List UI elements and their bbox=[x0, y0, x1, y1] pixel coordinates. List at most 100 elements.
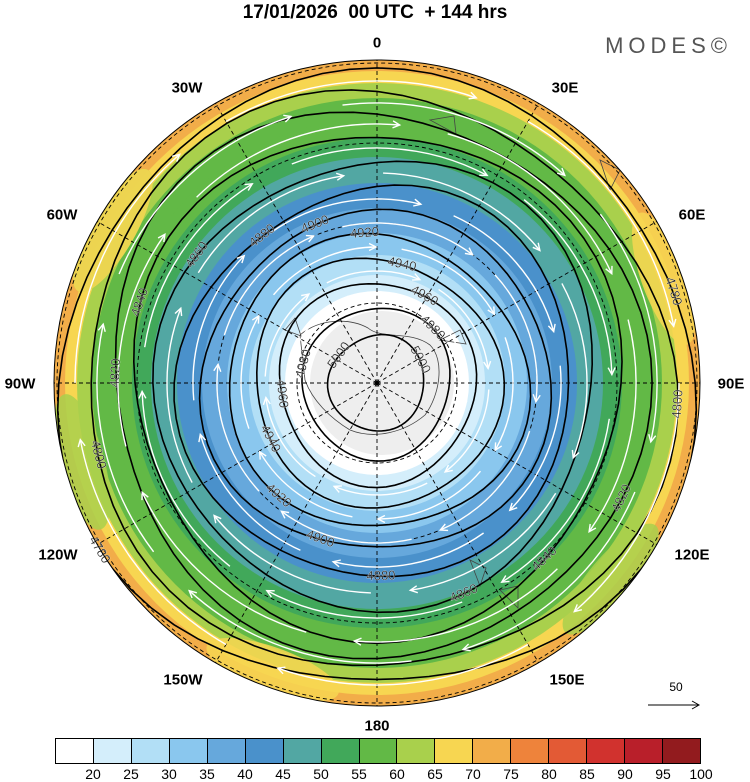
lon-label-120e: 120E bbox=[674, 546, 710, 564]
colorbar-segment bbox=[359, 739, 398, 763]
coastlines bbox=[284, 115, 621, 609]
streamline bbox=[313, 444, 383, 472]
streamline bbox=[117, 233, 166, 447]
colorbar bbox=[55, 738, 701, 764]
streamline-arrow bbox=[468, 91, 478, 100]
streamline-arrow bbox=[198, 432, 207, 443]
meridian bbox=[215, 103, 378, 384]
streamline-arrow bbox=[397, 462, 407, 471]
streamline-arrow bbox=[97, 322, 106, 332]
streamline bbox=[225, 80, 477, 123]
streamline-arrow bbox=[479, 168, 489, 177]
streamline bbox=[383, 172, 541, 251]
map-title: 17/01/2026 00 UTC + 144 hrs bbox=[242, 2, 508, 23]
streamline bbox=[79, 439, 227, 646]
reference-vector-label: 50 bbox=[669, 680, 683, 694]
streamline bbox=[265, 397, 316, 478]
streamline-arrow bbox=[331, 559, 341, 568]
streamline bbox=[401, 248, 495, 315]
streamline bbox=[144, 183, 253, 348]
streamline-arrow bbox=[213, 514, 222, 524]
streamline bbox=[599, 213, 658, 442]
streamline-arrow bbox=[301, 293, 311, 302]
streamline-arrow bbox=[174, 306, 183, 317]
streamline bbox=[272, 246, 377, 296]
colorbar-ticks: 20 25 30 35 40 45 50 55 60 65 70 75 80 85 90 95 100 bbox=[55, 764, 712, 782]
height-contour bbox=[228, 232, 532, 527]
streamline bbox=[197, 175, 344, 274]
modes-logo: MODES© bbox=[605, 33, 732, 58]
streamlines bbox=[74, 80, 680, 686]
height-contour bbox=[301, 307, 451, 462]
colorbar-segment bbox=[207, 739, 246, 763]
colorbar-tick-label: 50 bbox=[313, 766, 329, 782]
streamline-arrow bbox=[547, 323, 556, 334]
streamline bbox=[216, 364, 260, 492]
coastline bbox=[469, 559, 487, 588]
height-contour bbox=[255, 257, 506, 509]
streamline-arrow bbox=[352, 637, 362, 646]
streamline bbox=[438, 288, 489, 369]
lon-label-60e: 60E bbox=[678, 206, 706, 224]
lon-label-30w: 30W bbox=[171, 79, 203, 97]
streamline bbox=[527, 120, 675, 327]
meridian bbox=[97, 221, 378, 384]
streamline bbox=[280, 510, 412, 544]
height-contour bbox=[278, 282, 478, 489]
streamline bbox=[297, 297, 356, 345]
colorbar-tick-label: 35 bbox=[199, 766, 215, 782]
coastline bbox=[499, 585, 519, 609]
coastline bbox=[599, 159, 621, 192]
coastline bbox=[299, 320, 440, 435]
streamline bbox=[561, 283, 588, 459]
streamline-arrow bbox=[461, 643, 471, 652]
height-contour bbox=[326, 333, 425, 432]
meridian bbox=[376, 382, 539, 663]
streamline-arrow bbox=[464, 247, 474, 256]
colorbar-tick-label: 60 bbox=[389, 766, 405, 782]
coastline bbox=[428, 115, 457, 135]
streamline-arrow bbox=[487, 306, 496, 316]
streamline-arrow bbox=[171, 153, 181, 162]
colorbar-segment bbox=[321, 739, 360, 763]
contour-label: 4880 bbox=[366, 568, 395, 584]
streamline bbox=[440, 430, 531, 531]
streamline bbox=[377, 470, 482, 520]
contour-label: 4800 bbox=[88, 439, 110, 471]
meridian bbox=[215, 382, 378, 663]
streamline-arrow bbox=[376, 514, 386, 524]
streamline-arrow bbox=[368, 242, 378, 252]
streamline-arrow bbox=[347, 295, 357, 304]
streamline bbox=[332, 532, 485, 568]
colorbar-tick-label: 75 bbox=[503, 766, 519, 782]
colorbar-segment bbox=[245, 739, 284, 763]
colorbar-segment bbox=[169, 739, 208, 763]
streamline bbox=[196, 123, 400, 198]
streamline bbox=[74, 153, 181, 384]
streamline bbox=[199, 434, 301, 551]
streamline bbox=[410, 492, 557, 591]
streamline bbox=[342, 102, 566, 176]
meridian bbox=[376, 103, 539, 384]
streamline-arrow bbox=[313, 443, 322, 453]
streamline-arrow bbox=[286, 358, 295, 368]
streamline bbox=[523, 199, 613, 375]
contour-label: 4940 bbox=[386, 253, 417, 274]
height-contour bbox=[56, 67, 698, 681]
streamline-arrow bbox=[392, 120, 402, 129]
colorbar-tick-label: 100 bbox=[689, 766, 713, 782]
streamline-arrow bbox=[244, 182, 254, 191]
streamline bbox=[213, 515, 371, 594]
colorbar-tick-label: 20 bbox=[85, 766, 101, 782]
meridian bbox=[97, 382, 378, 545]
streamline-arrow bbox=[332, 485, 342, 493]
streamline bbox=[398, 421, 457, 469]
streamline-arrow bbox=[668, 318, 677, 328]
streamline bbox=[494, 274, 538, 402]
streamline bbox=[96, 324, 155, 553]
streamline-arrow bbox=[432, 313, 441, 323]
height-contour bbox=[132, 136, 623, 645]
colorbar-tick-label: 30 bbox=[161, 766, 177, 782]
streamline-arrow bbox=[236, 254, 246, 264]
